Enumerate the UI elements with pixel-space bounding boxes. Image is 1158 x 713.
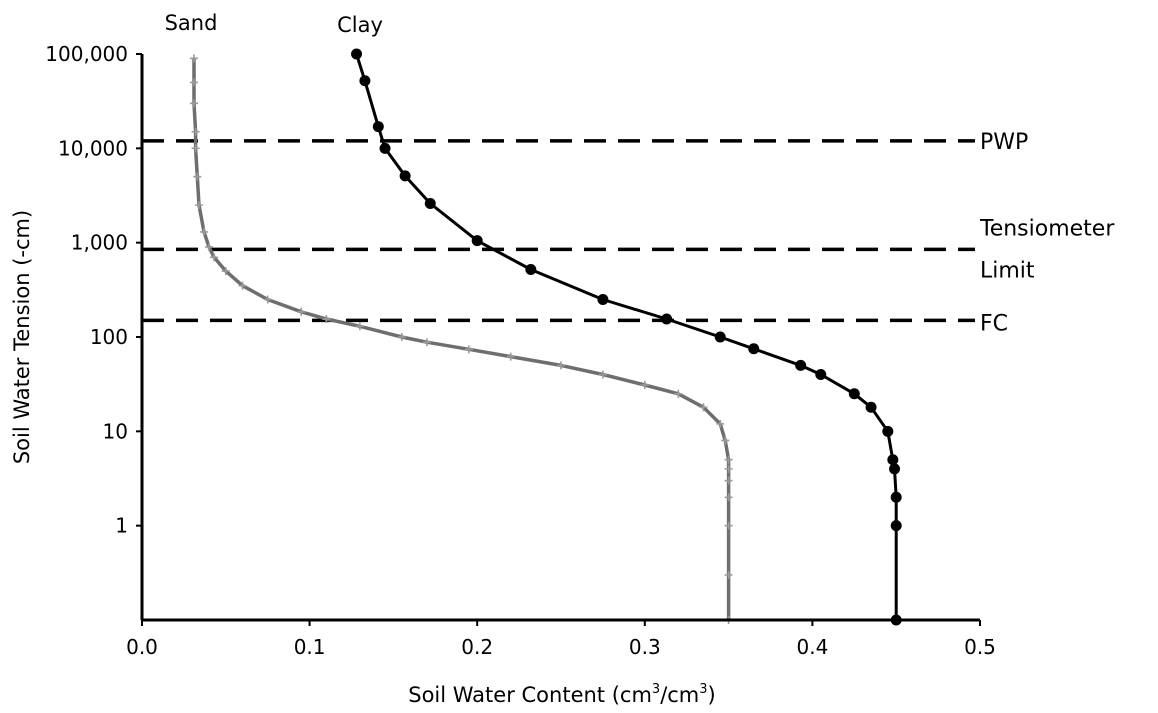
- data-point: [193, 172, 202, 181]
- data-point: [191, 127, 200, 136]
- x-axis-title-prefix: Soil Water Content (cm: [408, 683, 652, 707]
- series-label-clay: Clay: [337, 13, 383, 37]
- data-point: [889, 463, 901, 475]
- data-point: [210, 253, 219, 262]
- data-point: [890, 491, 902, 503]
- data-point: [297, 307, 306, 316]
- x-tick-label: 0.1: [294, 635, 326, 659]
- x-axis-title-mid: /cm: [660, 683, 699, 707]
- data-point: [379, 142, 391, 154]
- data-point: [716, 419, 725, 428]
- data-point: [238, 281, 247, 290]
- data-point: [399, 170, 411, 182]
- reference-lines: [142, 139, 975, 323]
- y-tick-label: 10: [103, 419, 128, 443]
- data-point: [815, 369, 827, 381]
- data-point: [865, 401, 877, 413]
- y-axis-title: Soil Water Tension (-cm): [10, 210, 34, 464]
- series-layer: [189, 48, 902, 626]
- series-label-sand: Sand: [165, 11, 218, 35]
- data-point: [557, 361, 565, 370]
- x-tick-label: 0.3: [629, 635, 661, 659]
- y-ticks: 1 10 100 1,000 10,000 100,000: [45, 42, 142, 538]
- data-point: [597, 293, 609, 305]
- data-point: [724, 570, 733, 579]
- data-point: [724, 521, 733, 530]
- y-tick-label: 1: [115, 514, 128, 538]
- data-point: [724, 476, 733, 485]
- data-point: [795, 359, 807, 371]
- x-tick-label: 0.5: [964, 635, 996, 659]
- y-tick-label: 100: [90, 325, 128, 349]
- series-clay: [351, 48, 902, 626]
- y-tick-label: 1,000: [71, 231, 128, 255]
- x-tick-label: 0.2: [461, 635, 493, 659]
- x-axis-title-sup1: 3: [652, 682, 660, 697]
- ref-label-limit: Limit: [980, 258, 1035, 283]
- data-point: [525, 263, 537, 275]
- data-point: [724, 455, 733, 464]
- ref-label-tensiometer: Tensiometer: [979, 216, 1115, 241]
- ref-label-pwp: PWP: [980, 130, 1028, 155]
- data-point: [397, 333, 406, 341]
- data-point: [464, 345, 473, 354]
- data-point: [674, 389, 683, 398]
- data-point: [882, 425, 894, 437]
- data-point: [890, 520, 902, 532]
- data-point: [714, 331, 726, 343]
- data-point: [598, 370, 607, 379]
- x-axis-title: Soil Water Content (cm3/cm3): [408, 682, 716, 707]
- data-point: [372, 121, 384, 133]
- ref-label-fc: FC: [980, 311, 1008, 336]
- data-point: [748, 343, 760, 355]
- data-point: [189, 78, 198, 87]
- data-point: [506, 352, 515, 361]
- data-point: [661, 313, 673, 325]
- series-sand: [189, 54, 733, 624]
- data-point: [359, 75, 371, 87]
- x-axis-title-suffix: ): [708, 683, 716, 707]
- y-tick-label: 100,000: [45, 42, 128, 66]
- data-point: [191, 144, 200, 153]
- data-point: [189, 99, 198, 108]
- data-point: [322, 315, 331, 324]
- data-point: [699, 403, 708, 412]
- data-point: [887, 454, 899, 466]
- y-tick-label: 10,000: [58, 136, 128, 160]
- data-point: [221, 267, 230, 276]
- data-point: [194, 201, 203, 210]
- x-ticks: 0.0 0.1 0.2 0.3 0.4 0.5: [126, 620, 996, 659]
- axes: [140, 54, 980, 622]
- data-point: [355, 322, 364, 331]
- data-point: [848, 388, 860, 400]
- data-point: [189, 54, 198, 63]
- data-point: [263, 295, 272, 304]
- x-tick-label: 0.4: [796, 635, 828, 659]
- series-line: [355, 53, 898, 620]
- data-point: [724, 493, 733, 502]
- data-point: [200, 227, 209, 236]
- x-tick-label: 0.0: [126, 635, 158, 659]
- x-axis-title-sup2: 3: [699, 682, 707, 697]
- series-line: [192, 58, 731, 620]
- data-point: [422, 338, 431, 347]
- data-point: [640, 380, 649, 389]
- data-point: [205, 242, 214, 251]
- data-point: [424, 198, 436, 210]
- data-point: [471, 235, 483, 247]
- data-point: [721, 436, 730, 445]
- data-point: [351, 48, 363, 60]
- data-point: [724, 464, 733, 473]
